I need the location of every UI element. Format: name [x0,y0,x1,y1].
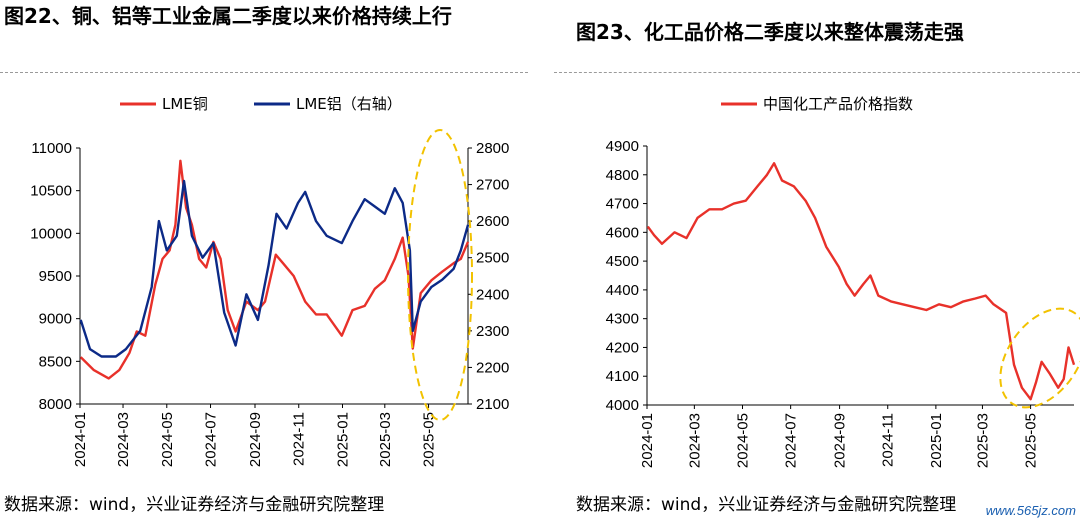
chart-panel-chemical-index: 图23、化工品价格二季度以来整体震荡走强 4000 4100 4200 4300 440… [540,0,1080,522]
x-tick-label: 2024-11 [291,412,308,466]
x-tick-label: 2024-11 [880,413,897,467]
x-tick-label: 2024-01 [72,412,89,467]
legend-label: LME铝（右轴） [296,95,402,113]
y-left-tick-label: 9000 [39,311,72,328]
y-left-tick-label: 8000 [39,396,72,413]
chemical-price-index-line-chart: 4000 4100 4200 4300 4400 4500 4600 4700 4800 4900… [606,95,1080,468]
y-left-tick-label: 4000 [606,397,639,414]
x-tick-label: 2025-01 [928,413,945,468]
y-left-tick-label: 8500 [39,353,72,370]
x-tick-label: 2025-05 [421,412,438,467]
source-note: 数据来源：wind，兴业证券经济与金融研究院整理 [576,495,957,515]
x-tick-label: 2024-03 [686,413,703,468]
chart-panel-copper-aluminum: 图22、铜、铝等工业金属二季度以来价格持续上行 8000 8500 9000 9500… [0,4,528,515]
x-tick-label: 2024-07 [783,413,800,468]
title-divider [0,72,528,73]
y-left-tick-label: 4500 [606,253,639,270]
x-tick-label: 2024-09 [832,413,849,468]
x-tick-label: 2025-03 [974,413,991,468]
metals-price-line-chart: 8000 8500 9000 9500 10000 10500 11000 2100 2200 2… [30,95,509,467]
y-right-tick-label: 2100 [476,396,509,413]
y-left-tick-label: 4800 [606,167,639,184]
y-left-tick-label: 10500 [30,183,72,200]
y-left-tick-label: 4600 [606,224,639,241]
x-tick-label: 2025-03 [377,412,394,467]
x-tick-label: 2024-09 [247,412,264,467]
title-divider [554,72,1080,73]
series-line-1 [79,179,470,358]
watermark-text: www.565jz.com [985,503,1076,518]
y-left-tick-label: 4700 [606,196,639,213]
y-right-tick-label: 2600 [476,213,509,230]
x-tick-label: 2025-05 [1023,413,1040,468]
x-tick-label: 2024-01 [639,413,656,468]
y-left-tick-label: 4400 [606,282,639,299]
y-right-tick-label: 2500 [476,250,509,267]
y-right-tick-label: 2300 [476,323,509,340]
x-tick-label: 2024-05 [159,412,176,467]
y-left-tick-label: 9500 [39,268,72,285]
x-tick-label: 2024-07 [203,412,220,467]
y-right-tick-label: 2200 [476,359,509,376]
y-left-tick-label: 4200 [606,339,639,356]
y-right-tick-label: 2800 [476,140,509,157]
series-line-0 [646,162,1076,401]
highlight-ellipse [999,307,1080,409]
y-left-tick-label: 4100 [606,368,639,385]
y-left-tick-label: 10000 [30,225,72,242]
y-right-tick-label: 2700 [476,177,509,194]
source-note: 数据来源：wind，兴业证券经济与金融研究院整理 [4,495,385,515]
x-tick-label: 2024-03 [115,412,132,467]
legend-label: LME铜 [162,95,208,113]
x-tick-label: 2024-05 [735,413,752,468]
y-right-tick-label: 2400 [476,286,509,303]
y-left-tick-label: 4300 [606,311,639,328]
y-left-tick-label: 4900 [606,138,639,155]
figure-title: 图22、铜、铝等工业金属二季度以来价格持续上行 [4,4,452,28]
highlight-ellipse [407,129,473,421]
x-tick-label: 2025-01 [334,412,351,467]
legend-label: 中国化工产品价格指数 [763,95,913,113]
y-left-tick-label: 11000 [31,140,72,157]
figure-title: 图23、化工品价格二季度以来整体震荡走强 [576,20,964,44]
